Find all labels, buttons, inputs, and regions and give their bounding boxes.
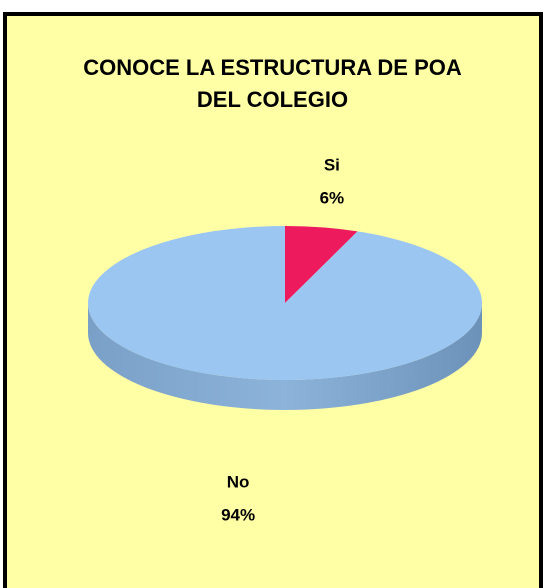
pie-slice [285, 226, 358, 303]
slice-category-label: Si [324, 155, 340, 174]
pie-slice [88, 226, 483, 380]
slice-value-label: 6% [320, 188, 345, 207]
chart-title: CONOCE LA ESTRUCTURA DE POA DEL COLEGIO [83, 55, 462, 112]
pie-side [88, 303, 482, 410]
slice-category-label: No [227, 473, 250, 492]
slice-value-label: 94% [221, 506, 255, 525]
